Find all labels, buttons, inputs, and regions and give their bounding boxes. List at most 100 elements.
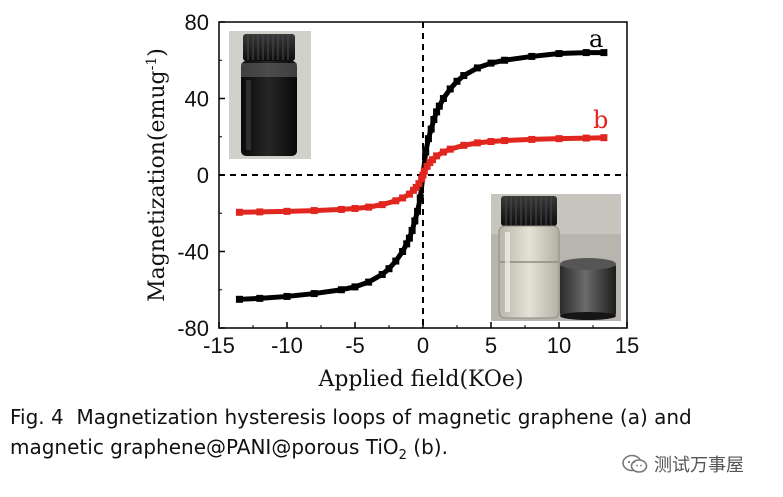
series-layer [235, 49, 608, 303]
series-b-point [365, 203, 373, 211]
y-tick-label: -80 [177, 316, 209, 341]
series-a-point [399, 248, 407, 255]
y-axis-title-superscript: -1 [144, 57, 160, 71]
series-a-point [439, 95, 447, 102]
inset-photo-magnet-separation [491, 194, 621, 321]
series-b-point [399, 194, 407, 202]
caption-fig-label: Fig. 4 [10, 405, 64, 429]
series-b-point [429, 156, 437, 164]
y-tick-label: -40 [177, 240, 209, 265]
series-a-point [528, 52, 536, 60]
series-b-point [600, 134, 608, 142]
series-b-point [310, 207, 318, 215]
series-b-point [256, 208, 264, 216]
series-b-point [555, 135, 563, 143]
y-axis-ticks: -80 -40 0 40 80 [177, 10, 225, 341]
watermark-text: 测试万事屋 [654, 455, 744, 476]
series-b-point [415, 180, 423, 188]
y-tick-label: 40 [185, 87, 209, 112]
series-b-point [392, 197, 400, 205]
series-b-point [378, 201, 386, 209]
series-b-point [412, 183, 420, 191]
series-a-point [424, 135, 432, 143]
series-a-point [446, 85, 454, 93]
series-a-point [378, 270, 386, 278]
caption-subscript: 2 [398, 448, 407, 463]
series-b-point [582, 134, 590, 142]
series-a-point [487, 59, 495, 67]
series-a-point [600, 49, 608, 57]
x-axis-ticks: -15 -10 -5 0 5 10 15 [203, 322, 639, 358]
series-a-point [408, 226, 416, 234]
series-a-point [414, 207, 422, 215]
series-b-point [337, 205, 345, 213]
series-a-point [427, 125, 435, 133]
series-b [235, 134, 608, 216]
series-a-point [405, 234, 413, 242]
series-b-point [528, 135, 536, 143]
series-b-point [433, 152, 441, 160]
x-tick-label: 0 [417, 333, 429, 358]
series-a-point [411, 217, 419, 225]
series-b-point [423, 162, 431, 170]
series-b-point [439, 148, 447, 156]
y-axis-title: Magnetization(emug-1) [144, 48, 170, 302]
series-a-point [256, 294, 264, 302]
series-a-point [501, 56, 509, 64]
series-b-point [351, 204, 359, 212]
series-b-point [501, 137, 509, 145]
series-b-point [446, 145, 454, 153]
caption-line-1: Fig. 4 Magnetization hysteresis loops of… [10, 402, 775, 432]
series-b-point [419, 171, 427, 179]
x-tick-label: -5 [345, 333, 365, 358]
series-a-point [430, 116, 438, 124]
y-axis-title-main: Magnetization(emug [145, 70, 170, 302]
series-b-point [418, 175, 426, 183]
series-b-point [460, 141, 468, 149]
series-b-label: b [593, 106, 608, 134]
series-a-point [422, 148, 430, 156]
series-b-point [487, 138, 495, 146]
x-axis-title: Applied field(KOe) [317, 367, 523, 392]
wechat-icon [622, 454, 648, 473]
series-a-label: a [589, 25, 603, 53]
caption-text-2-end: (b). [406, 435, 448, 459]
series-a-point [403, 240, 411, 248]
figure-caption: Fig. 4 Magnetization hysteresis loops of… [10, 402, 775, 471]
y-tick-label: 0 [197, 163, 209, 188]
hysteresis-chart: -15 -10 -5 0 5 10 15 -80 -40 0 40 80 a b [144, 10, 639, 392]
series-a-point [365, 278, 373, 286]
series-a-point [473, 64, 481, 72]
caption-text-1: Magnetization hysteresis loops of magnet… [76, 405, 692, 429]
series-a-point [582, 49, 590, 57]
y-axis-title-close: ) [145, 48, 170, 57]
series-b-point [473, 139, 481, 147]
series-a-point [435, 102, 443, 110]
watermark: 测试万事屋 [622, 451, 744, 477]
series-a-point [310, 290, 318, 298]
x-tick-label: 10 [547, 333, 571, 358]
series-a-point [416, 194, 424, 202]
series-a-point [337, 286, 345, 294]
series-a-point [555, 50, 563, 58]
caption-text-2: magnetic graphene@PANI@porous TiO [10, 435, 399, 459]
series-a-point [453, 77, 461, 85]
x-tick-label: -15 [203, 333, 235, 358]
series-a-point [392, 257, 400, 265]
series-a-point [235, 295, 243, 303]
series-b-point [405, 190, 413, 198]
series-b-point [235, 208, 243, 216]
series-a-point [460, 72, 468, 80]
y-tick-label: 80 [185, 10, 209, 35]
x-tick-label: -10 [271, 333, 303, 358]
series-a-point [433, 108, 441, 116]
inset-photo-dark-vial [229, 31, 311, 159]
x-tick-label: 5 [485, 333, 497, 358]
series-a-point [385, 265, 393, 273]
series-a-point [283, 292, 291, 300]
caption-line-2: magnetic graphene@PANI@porous TiO2 (b). [10, 432, 775, 471]
series-b-point [420, 167, 428, 175]
series-a-point [351, 283, 359, 291]
x-tick-label: 15 [615, 333, 639, 358]
series-b-point [283, 207, 291, 215]
